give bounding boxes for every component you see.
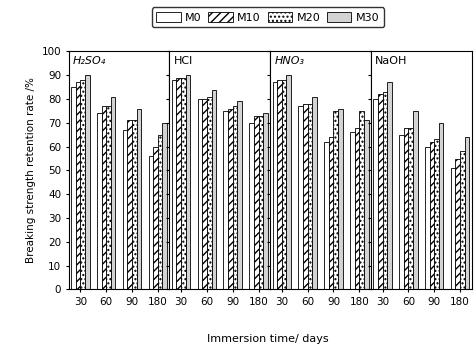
Bar	[249, 123, 254, 289]
Text: NaOH: NaOH	[375, 56, 407, 66]
Bar	[373, 99, 378, 289]
Bar	[286, 75, 291, 289]
Bar	[387, 82, 392, 289]
Bar	[181, 78, 186, 289]
Bar	[465, 137, 469, 289]
Bar	[312, 97, 317, 289]
Bar	[439, 123, 444, 289]
Bar	[378, 94, 383, 289]
Bar	[329, 137, 333, 289]
Bar	[333, 111, 338, 289]
Bar	[413, 111, 418, 289]
Bar	[233, 106, 237, 289]
Bar	[97, 113, 101, 289]
Bar	[456, 158, 460, 289]
Bar	[451, 168, 456, 289]
Bar	[298, 106, 303, 289]
Bar	[324, 142, 329, 289]
Bar	[359, 111, 364, 289]
Bar	[85, 75, 90, 289]
Bar	[409, 127, 413, 289]
Bar	[258, 116, 263, 289]
Bar	[364, 120, 369, 289]
Bar	[383, 92, 387, 289]
Bar	[350, 132, 355, 289]
Bar	[237, 102, 242, 289]
Bar	[128, 120, 132, 289]
Bar	[429, 142, 434, 289]
Text: HNO₃: HNO₃	[274, 56, 304, 66]
Bar	[211, 89, 216, 289]
Bar	[172, 80, 176, 289]
Bar	[338, 109, 343, 289]
Bar	[123, 130, 128, 289]
Bar	[176, 78, 181, 289]
Bar	[163, 123, 167, 289]
Bar	[153, 147, 158, 289]
Y-axis label: Breaking strength retention rate /%: Breaking strength retention rate /%	[26, 77, 36, 263]
Bar	[81, 80, 85, 289]
Bar	[202, 99, 207, 289]
Bar	[71, 87, 76, 289]
Bar	[277, 80, 282, 289]
Bar	[76, 82, 81, 289]
Bar	[273, 82, 277, 289]
Bar	[282, 80, 286, 289]
Bar	[308, 104, 312, 289]
Bar	[198, 99, 202, 289]
Text: Immersion time/ days: Immersion time/ days	[207, 334, 328, 344]
Bar	[158, 135, 163, 289]
Bar	[101, 106, 106, 289]
Text: H₂SO₄: H₂SO₄	[73, 56, 106, 66]
Text: HCl: HCl	[173, 56, 193, 66]
Bar	[434, 140, 439, 289]
Bar	[132, 120, 137, 289]
Legend: M0, M10, M20, M30: M0, M10, M20, M30	[152, 7, 384, 27]
Bar	[355, 127, 359, 289]
Bar	[460, 151, 465, 289]
Bar	[207, 97, 211, 289]
Bar	[425, 147, 429, 289]
Bar	[399, 135, 404, 289]
Bar	[223, 111, 228, 289]
Bar	[254, 116, 258, 289]
Bar	[186, 75, 191, 289]
Bar	[228, 109, 233, 289]
Bar	[137, 109, 141, 289]
Bar	[303, 104, 308, 289]
Bar	[404, 127, 409, 289]
Bar	[106, 106, 111, 289]
Bar	[263, 113, 268, 289]
Bar	[111, 97, 116, 289]
Bar	[148, 156, 153, 289]
